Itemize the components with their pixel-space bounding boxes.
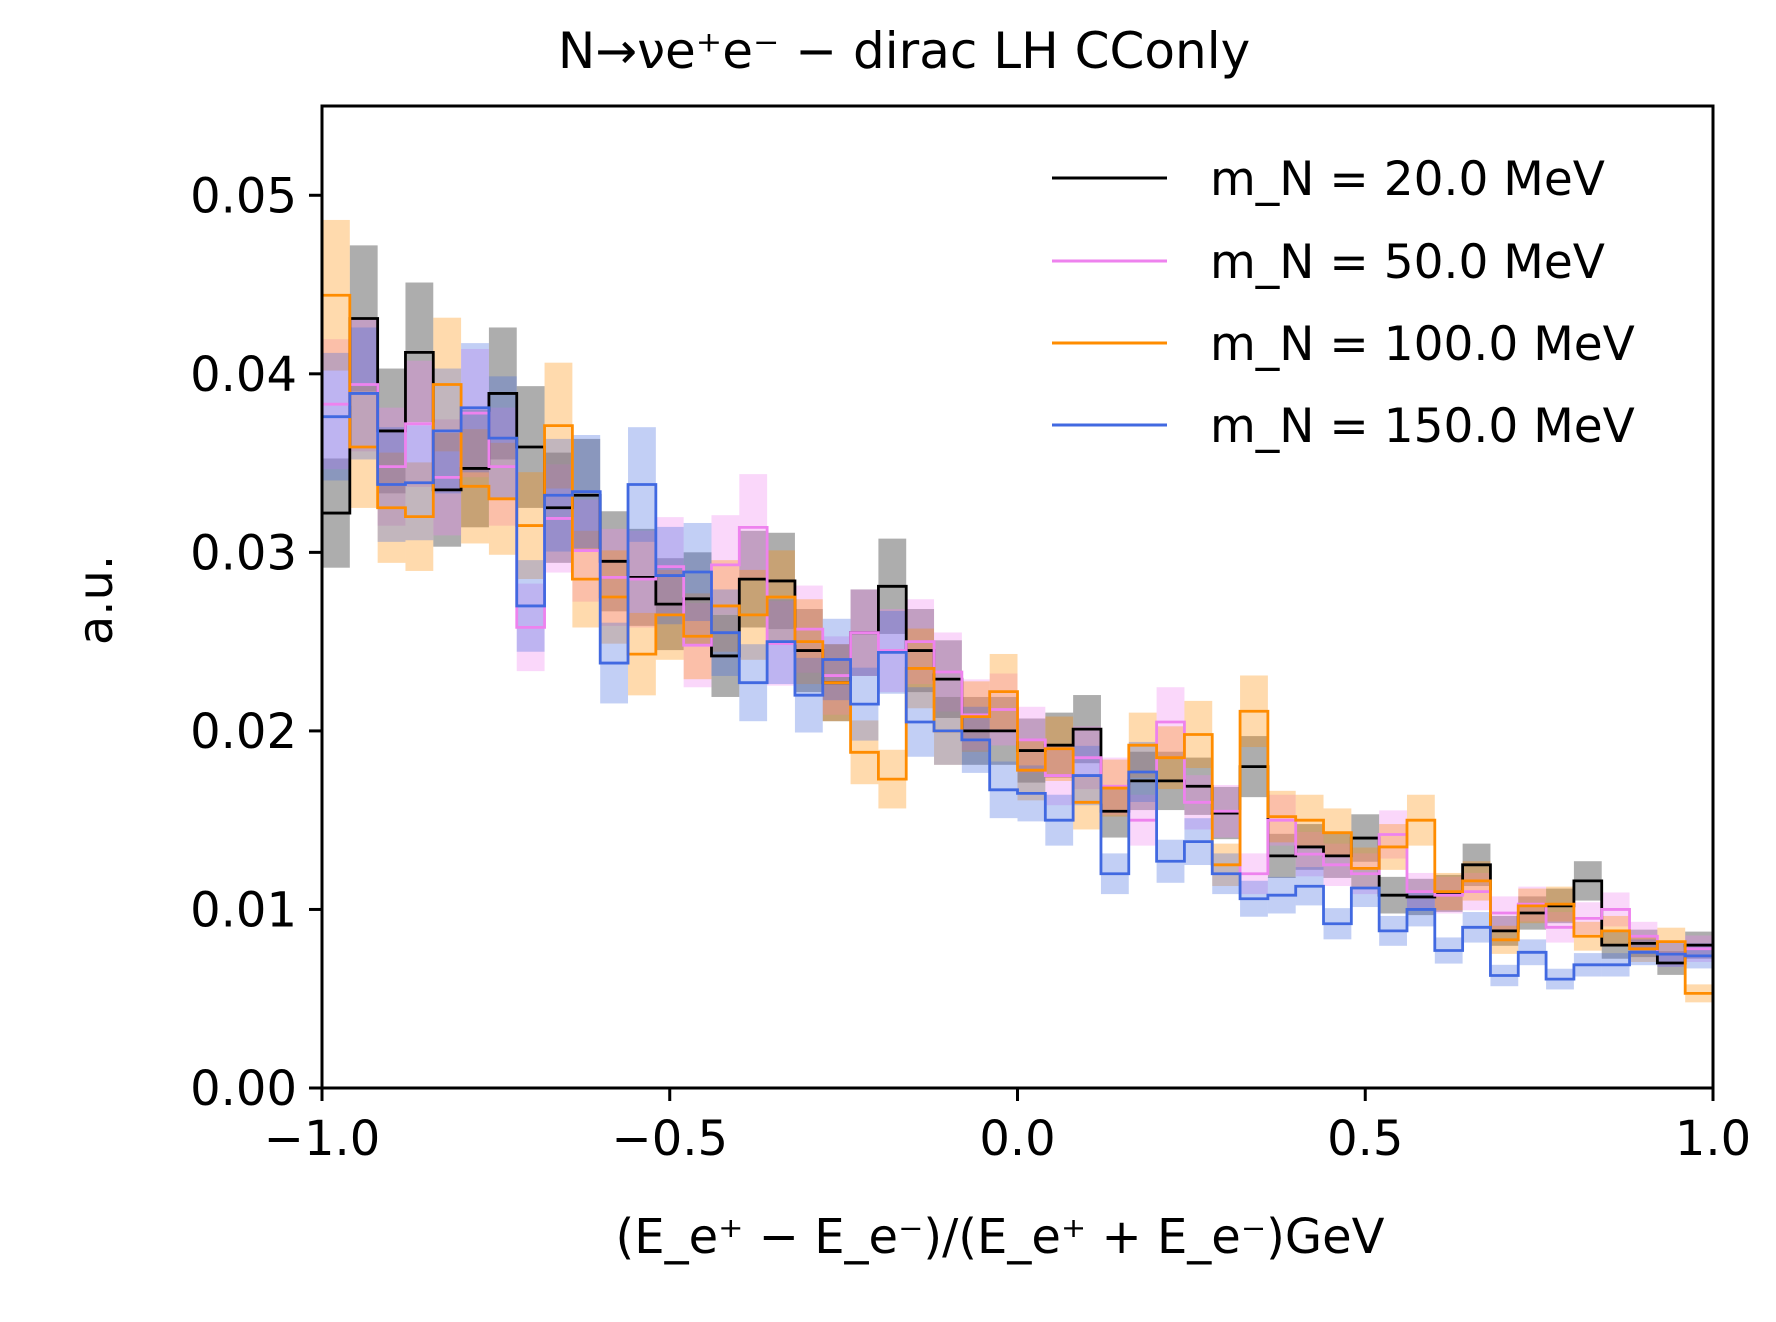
series-lines — [322, 293, 1713, 995]
series-line — [322, 293, 1713, 995]
legend-label: m_N = 50.0 MeV — [1210, 235, 1605, 290]
x-tick-label: 1.0 — [1675, 1111, 1751, 1167]
legend-item: m_N = 20.0 MeV — [1052, 152, 1605, 207]
y-tick-label: 0.00 — [190, 1061, 297, 1117]
y-axis: 0.00 0.01 0.02 0.03 0.04 0.05 — [190, 168, 322, 1117]
x-tick-label: −0.5 — [611, 1111, 728, 1167]
y-tick-label: 0.01 — [190, 882, 297, 938]
y-axis-label: a.u. — [68, 555, 124, 645]
chart-title: N→νe⁺e⁻ − dirac LH CConly — [558, 22, 1250, 80]
legend-label: m_N = 100.0 MeV — [1210, 317, 1635, 372]
legend: m_N = 20.0 MeV m_N = 50.0 MeV m_N = 100.0 … — [1052, 152, 1635, 454]
legend-item: m_N = 50.0 MeV — [1052, 235, 1605, 290]
x-tick-label: 0.5 — [1327, 1111, 1403, 1167]
x-tick-label: −1.0 — [264, 1111, 381, 1167]
legend-label: m_N = 20.0 MeV — [1210, 152, 1605, 207]
x-axis-label: (E_e⁺ − E_e⁻)/(E_e⁺ + E_e⁻)GeV — [616, 1209, 1385, 1265]
y-tick-label: 0.03 — [190, 525, 297, 581]
legend-item: m_N = 150.0 MeV — [1052, 399, 1635, 454]
y-tick-label: 0.02 — [190, 704, 297, 760]
y-tick-label: 0.04 — [190, 347, 297, 403]
legend-item: m_N = 100.0 MeV — [1052, 317, 1635, 372]
y-tick-label: 0.05 — [190, 168, 297, 224]
x-tick-label: 0.0 — [979, 1111, 1055, 1167]
legend-label: m_N = 150.0 MeV — [1210, 399, 1635, 454]
x-axis: −1.0 −0.5 0.0 0.5 1.0 — [264, 1088, 1751, 1167]
plot-area — [322, 219, 1713, 1003]
series-line — [322, 392, 1713, 981]
